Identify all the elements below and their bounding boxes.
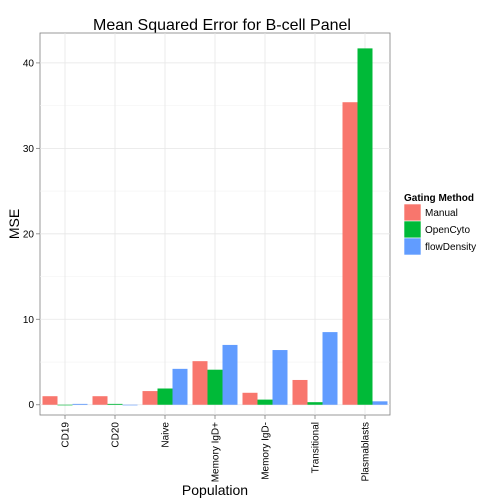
x-tick-label: CD20 bbox=[111, 422, 122, 448]
x-tick-label: Memory IgD- bbox=[261, 422, 272, 480]
y-tick-label: 40 bbox=[23, 58, 35, 69]
legend: Gating Method Manual OpenCyto flowDensity bbox=[403, 193, 476, 256]
y-axis: 0 10 20 30 40 bbox=[23, 58, 40, 411]
x-axis: CD19 CD20 Naive Memory IgD+ Memory IgD- Trans… bbox=[61, 415, 372, 482]
legend-label: flowDensity bbox=[425, 242, 476, 253]
bar bbox=[192, 361, 208, 405]
x-tick-label: CD19 bbox=[61, 422, 72, 448]
x-tick-label: Memory IgD+ bbox=[211, 422, 222, 482]
legend-key bbox=[403, 237, 422, 256]
x-tick-label: Plasmablasts bbox=[361, 422, 372, 481]
y-tick-label: 10 bbox=[23, 315, 35, 326]
bar bbox=[207, 369, 223, 405]
bar bbox=[307, 402, 323, 405]
y-tick-label: 20 bbox=[23, 229, 35, 240]
bar bbox=[272, 350, 288, 405]
bar bbox=[57, 404, 73, 406]
y-tick-label: 0 bbox=[28, 400, 34, 411]
bar bbox=[242, 392, 258, 405]
bar bbox=[157, 388, 173, 405]
legend-key bbox=[403, 220, 422, 239]
legend-key bbox=[403, 203, 422, 222]
legend-items: Manual OpenCyto flowDensity bbox=[403, 203, 476, 256]
bar bbox=[372, 401, 388, 405]
bar bbox=[107, 403, 123, 405]
legend-label: OpenCyto bbox=[425, 225, 470, 236]
y-axis-title: MSE bbox=[6, 209, 22, 239]
x-axis-title: Population bbox=[182, 482, 248, 498]
bar bbox=[142, 391, 158, 405]
bar bbox=[92, 396, 108, 405]
bar bbox=[172, 368, 188, 405]
bar bbox=[222, 344, 238, 405]
legend-title: Gating Method bbox=[404, 193, 474, 204]
y-tick-label: 30 bbox=[23, 144, 35, 155]
bar bbox=[357, 48, 373, 405]
chart-title: Mean Squared Error for B-cell Panel bbox=[93, 17, 351, 34]
bar bbox=[257, 399, 273, 405]
bar bbox=[122, 404, 138, 406]
bar bbox=[342, 102, 358, 405]
bar bbox=[292, 379, 308, 405]
bars bbox=[42, 48, 388, 406]
bar bbox=[42, 396, 58, 405]
bar bbox=[322, 332, 338, 405]
plot-panel bbox=[39, 32, 391, 416]
x-tick-label: Transitional bbox=[311, 422, 322, 473]
bar bbox=[72, 403, 88, 405]
legend-label: Manual bbox=[425, 208, 458, 219]
x-tick-label: Naive bbox=[161, 422, 172, 448]
